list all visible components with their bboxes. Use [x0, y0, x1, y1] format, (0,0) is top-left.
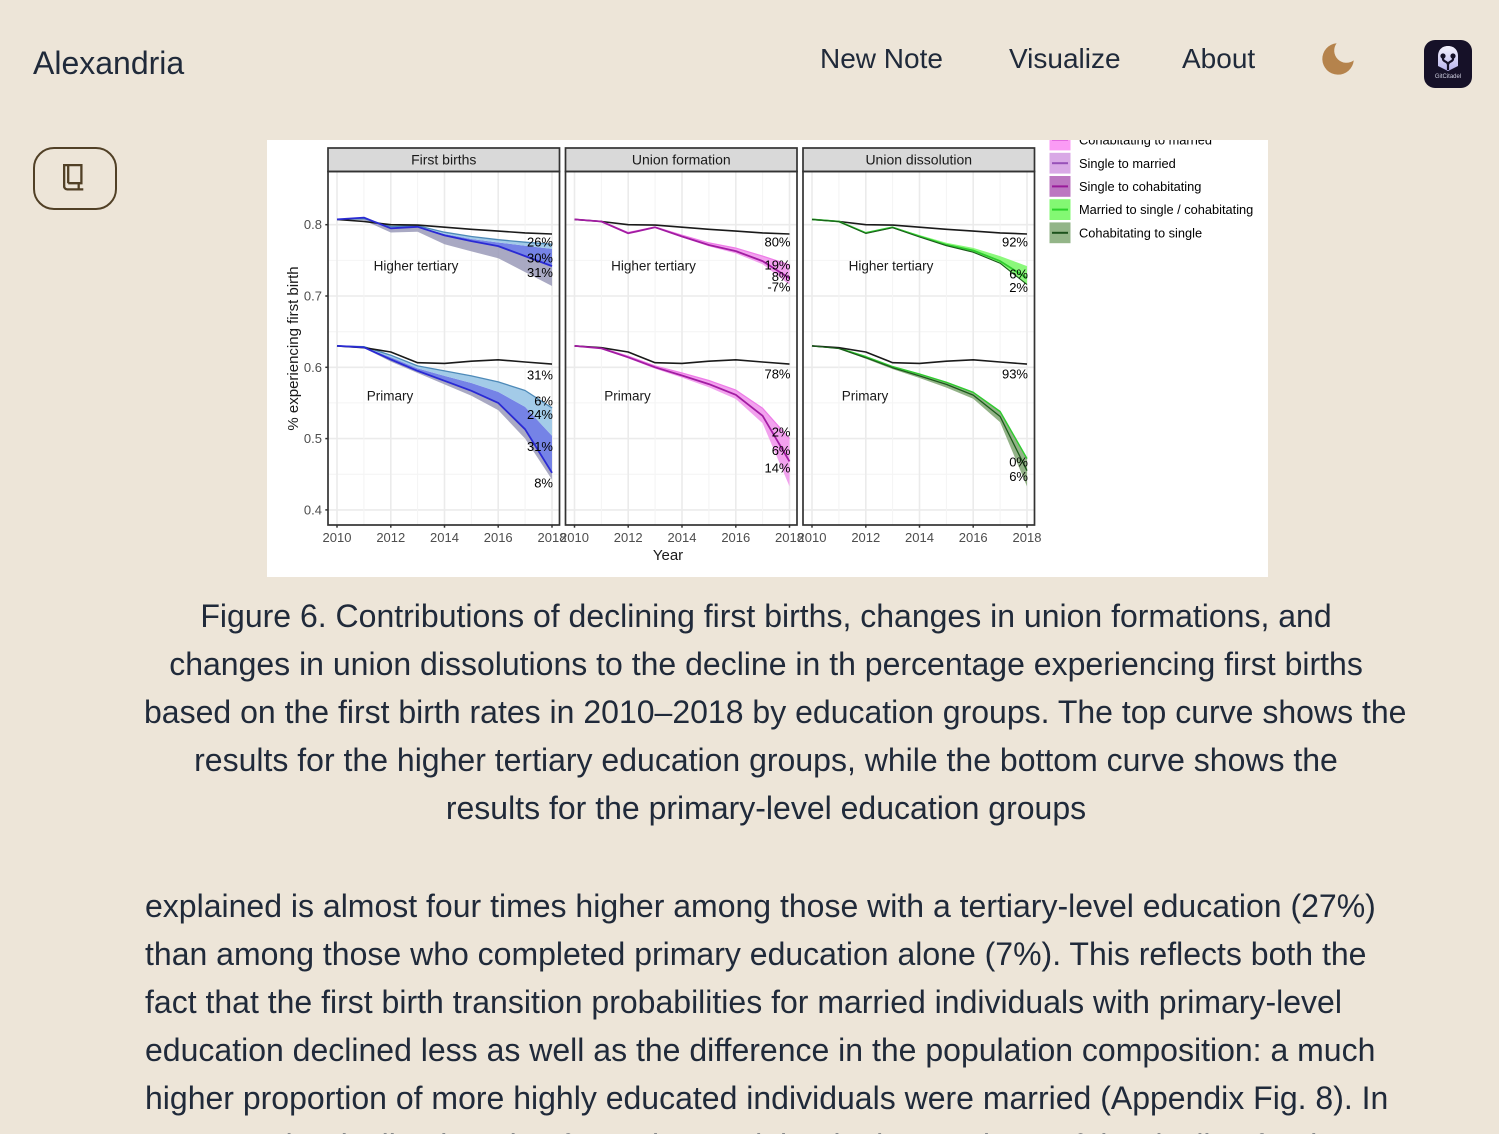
svg-text:Higher tertiary: Higher tertiary	[374, 259, 459, 274]
svg-text:Primary: Primary	[367, 389, 414, 404]
svg-text:Single to married: Single to married	[1079, 156, 1176, 171]
svg-text:0.5: 0.5	[304, 431, 322, 446]
svg-text:80%: 80%	[764, 235, 790, 250]
svg-text:31%: 31%	[527, 368, 553, 383]
svg-text:Higher tertiary: Higher tertiary	[611, 259, 696, 274]
svg-text:2012: 2012	[851, 530, 880, 545]
svg-text:0.6: 0.6	[304, 360, 322, 375]
svg-text:Primary: Primary	[842, 389, 889, 404]
svg-text:0.4: 0.4	[304, 502, 322, 517]
svg-text:Higher tertiary: Higher tertiary	[849, 259, 934, 274]
svg-text:2014: 2014	[668, 530, 697, 545]
svg-text:% experiencing first birth: % experiencing first birth	[285, 266, 302, 430]
svg-text:6%: 6%	[534, 393, 553, 408]
svg-text:31%: 31%	[527, 265, 553, 280]
svg-text:24%: 24%	[527, 407, 553, 422]
svg-text:92%: 92%	[1002, 234, 1028, 249]
svg-text:0%: 0%	[1009, 455, 1028, 470]
svg-text:6%: 6%	[1009, 266, 1028, 281]
svg-text:Cohabitating to single: Cohabitating to single	[1079, 225, 1202, 240]
svg-text:0.7: 0.7	[304, 289, 322, 304]
svg-text:Union dissolution: Union dissolution	[865, 152, 972, 168]
svg-text:2016: 2016	[959, 530, 988, 545]
svg-text:2%: 2%	[772, 425, 791, 440]
svg-text:-7%: -7%	[767, 280, 791, 295]
svg-text:14%: 14%	[764, 461, 790, 476]
svg-text:First births: First births	[411, 152, 476, 168]
svg-text:0.8: 0.8	[304, 217, 322, 232]
svg-text:2012: 2012	[376, 530, 405, 545]
svg-text:Primary: Primary	[604, 389, 651, 404]
svg-text:26%: 26%	[527, 235, 553, 250]
svg-text:Single to cohabitating: Single to cohabitating	[1079, 179, 1201, 194]
svg-text:Year: Year	[653, 547, 683, 564]
svg-text:2016: 2016	[484, 530, 513, 545]
svg-text:2010: 2010	[798, 530, 827, 545]
svg-text:2%: 2%	[1009, 280, 1028, 295]
svg-text:78%: 78%	[764, 367, 790, 382]
svg-text:8%: 8%	[534, 475, 553, 490]
svg-text:2016: 2016	[721, 530, 750, 545]
svg-text:2010: 2010	[560, 530, 589, 545]
svg-text:2012: 2012	[614, 530, 643, 545]
svg-text:8%: 8%	[772, 269, 791, 284]
svg-text:2014: 2014	[430, 530, 459, 545]
svg-text:31%: 31%	[527, 439, 553, 454]
svg-text:2010: 2010	[323, 530, 352, 545]
svg-text:2014: 2014	[905, 530, 934, 545]
svg-text:2018: 2018	[538, 530, 567, 545]
svg-text:2018: 2018	[775, 530, 804, 545]
svg-text:19%: 19%	[764, 258, 790, 273]
svg-text:93%: 93%	[1002, 367, 1028, 382]
svg-text:30%: 30%	[527, 251, 553, 266]
svg-text:Union formation: Union formation	[632, 152, 731, 168]
svg-text:6%: 6%	[1009, 469, 1028, 484]
svg-text:Cohabitating to married: Cohabitating to married	[1079, 140, 1212, 148]
svg-text:2018: 2018	[1013, 530, 1042, 545]
svg-text:Married to single / cohabitati: Married to single / cohabitating	[1079, 202, 1253, 217]
svg-text:6%: 6%	[772, 443, 791, 458]
